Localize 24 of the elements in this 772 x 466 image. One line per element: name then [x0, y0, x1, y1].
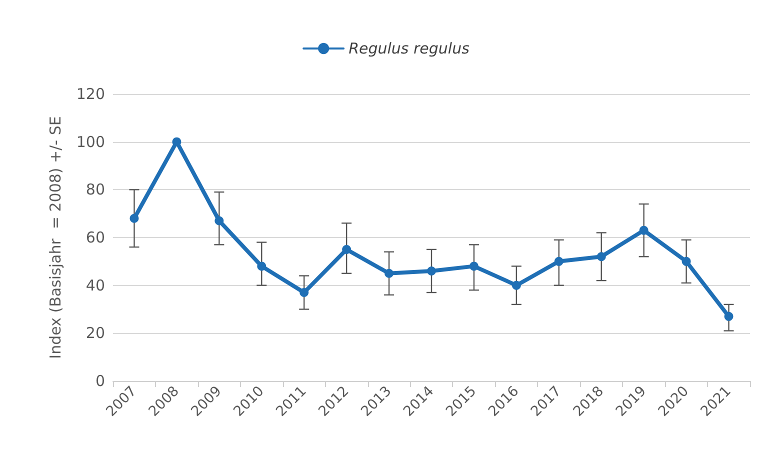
- point: [342, 244, 352, 254]
- point: [130, 214, 139, 223]
- point: [172, 137, 182, 146]
- point: [214, 216, 224, 226]
- point: [300, 288, 309, 298]
- point: [469, 262, 478, 271]
- y-tick-label: 60: [86, 228, 105, 246]
- point: [512, 280, 521, 290]
- y-tick-label: 0: [95, 372, 105, 390]
- point: [724, 312, 734, 321]
- point: [384, 268, 394, 278]
- y-tick-label: 20: [86, 324, 105, 342]
- y-axis-title: Index (Basisjahr = 2008) +/- SE: [46, 116, 64, 359]
- y-tick-label: 120: [76, 85, 105, 103]
- point: [427, 266, 436, 276]
- point: [596, 252, 606, 262]
- point: [682, 256, 691, 266]
- y-tick-label: 100: [76, 132, 105, 151]
- y-tick-label: 40: [86, 276, 105, 294]
- point: [554, 256, 564, 266]
- point: [257, 262, 266, 271]
- legend-label: Regulus regulus: [348, 40, 470, 58]
- y-tick-label: 80: [86, 180, 105, 199]
- point: [639, 226, 648, 235]
